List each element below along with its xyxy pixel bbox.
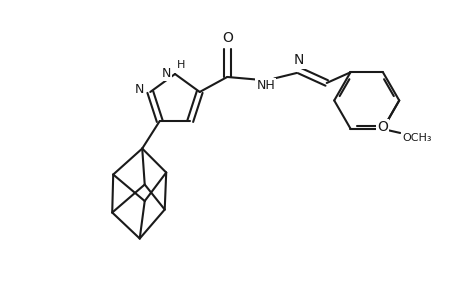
Text: N: N [161,67,171,80]
Text: O: O [221,32,232,46]
Text: OCH₃: OCH₃ [401,133,431,143]
Text: NH: NH [256,79,274,92]
Text: H: H [176,60,185,70]
Text: N: N [293,53,304,68]
Text: N: N [134,83,144,96]
Text: O: O [376,121,387,134]
